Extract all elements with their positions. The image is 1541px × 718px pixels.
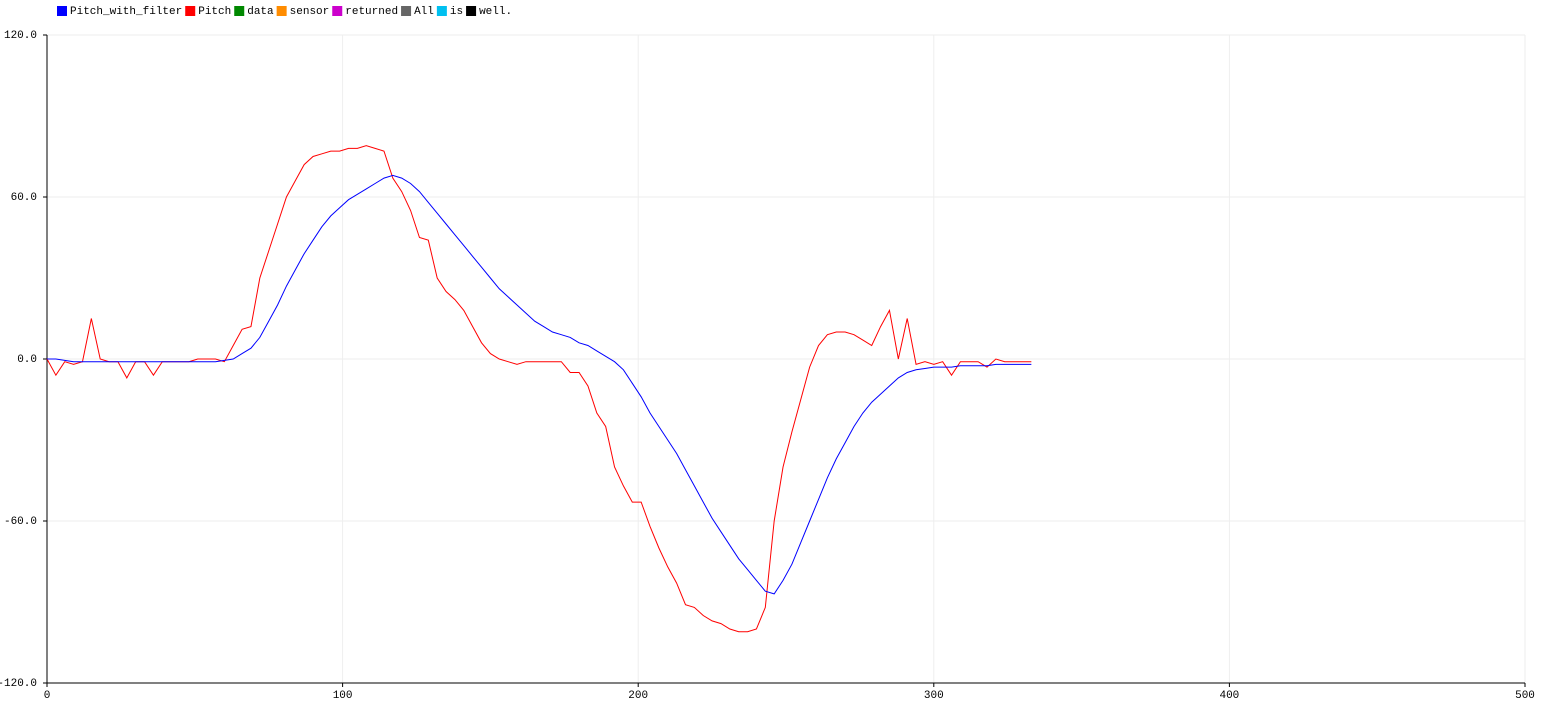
y-tick-label: -60.0 bbox=[4, 516, 37, 528]
y-tick-label: 120.0 bbox=[4, 30, 37, 42]
legend-label: returned bbox=[345, 6, 398, 18]
legend-label: Pitch_with_filter bbox=[70, 6, 182, 18]
legend-swatch bbox=[401, 6, 412, 16]
y-tick-label: -120.0 bbox=[0, 678, 37, 690]
x-tick-label: 300 bbox=[924, 690, 944, 702]
x-tick-label: 100 bbox=[333, 690, 353, 702]
legend-label: Pitch bbox=[198, 6, 231, 18]
series-line bbox=[47, 174, 1032, 595]
x-tick-label: 0 bbox=[44, 690, 51, 702]
x-tick-label: 400 bbox=[1219, 690, 1239, 702]
legend-swatch bbox=[332, 6, 343, 16]
legend-swatch bbox=[234, 6, 245, 16]
legend-swatch bbox=[57, 6, 67, 16]
x-tick-label: 500 bbox=[1515, 690, 1535, 702]
legend-label: data bbox=[247, 6, 274, 18]
legend-swatch bbox=[436, 6, 447, 16]
y-tick-label: 0.0 bbox=[17, 354, 37, 366]
legend-label: All bbox=[414, 6, 434, 18]
legend-swatch bbox=[466, 6, 477, 16]
legend-swatch bbox=[276, 6, 287, 16]
legend-swatch bbox=[185, 6, 196, 16]
legend-label: is bbox=[450, 6, 463, 18]
series-line bbox=[46, 145, 1032, 633]
legend-label: sensor bbox=[290, 6, 330, 18]
legend-label: well. bbox=[479, 6, 512, 18]
x-tick-label: 200 bbox=[628, 690, 648, 702]
y-tick-label: 60.0 bbox=[11, 192, 37, 204]
